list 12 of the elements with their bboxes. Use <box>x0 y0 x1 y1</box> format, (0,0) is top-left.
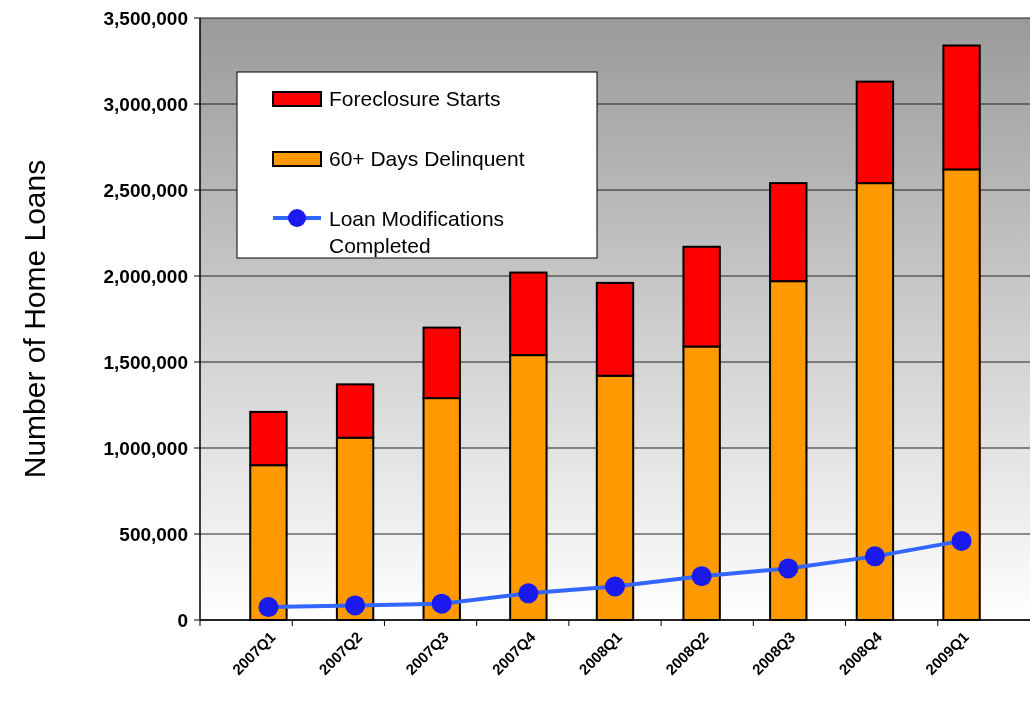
y-tick-label: 500,000 <box>119 523 188 545</box>
y-tick-label: 0 <box>177 609 188 631</box>
legend-label: 60+ Days Delinquent <box>329 147 525 171</box>
y-axis-title: Number of Home Loans <box>18 159 51 479</box>
legend-label: Loan Modifications Completed <box>329 207 505 257</box>
legend-label: Foreclosure Starts <box>329 87 501 111</box>
y-tick-label: 3,500,000 <box>103 7 188 29</box>
y-tick-label: 2,500,000 <box>103 179 188 201</box>
y-tick-label: 3,000,000 <box>103 93 188 115</box>
y-tick-label: 2,000,000 <box>103 265 188 287</box>
y-tick-label: 1,000,000 <box>103 437 188 459</box>
y-tick-label: 1,500,000 <box>103 351 188 373</box>
